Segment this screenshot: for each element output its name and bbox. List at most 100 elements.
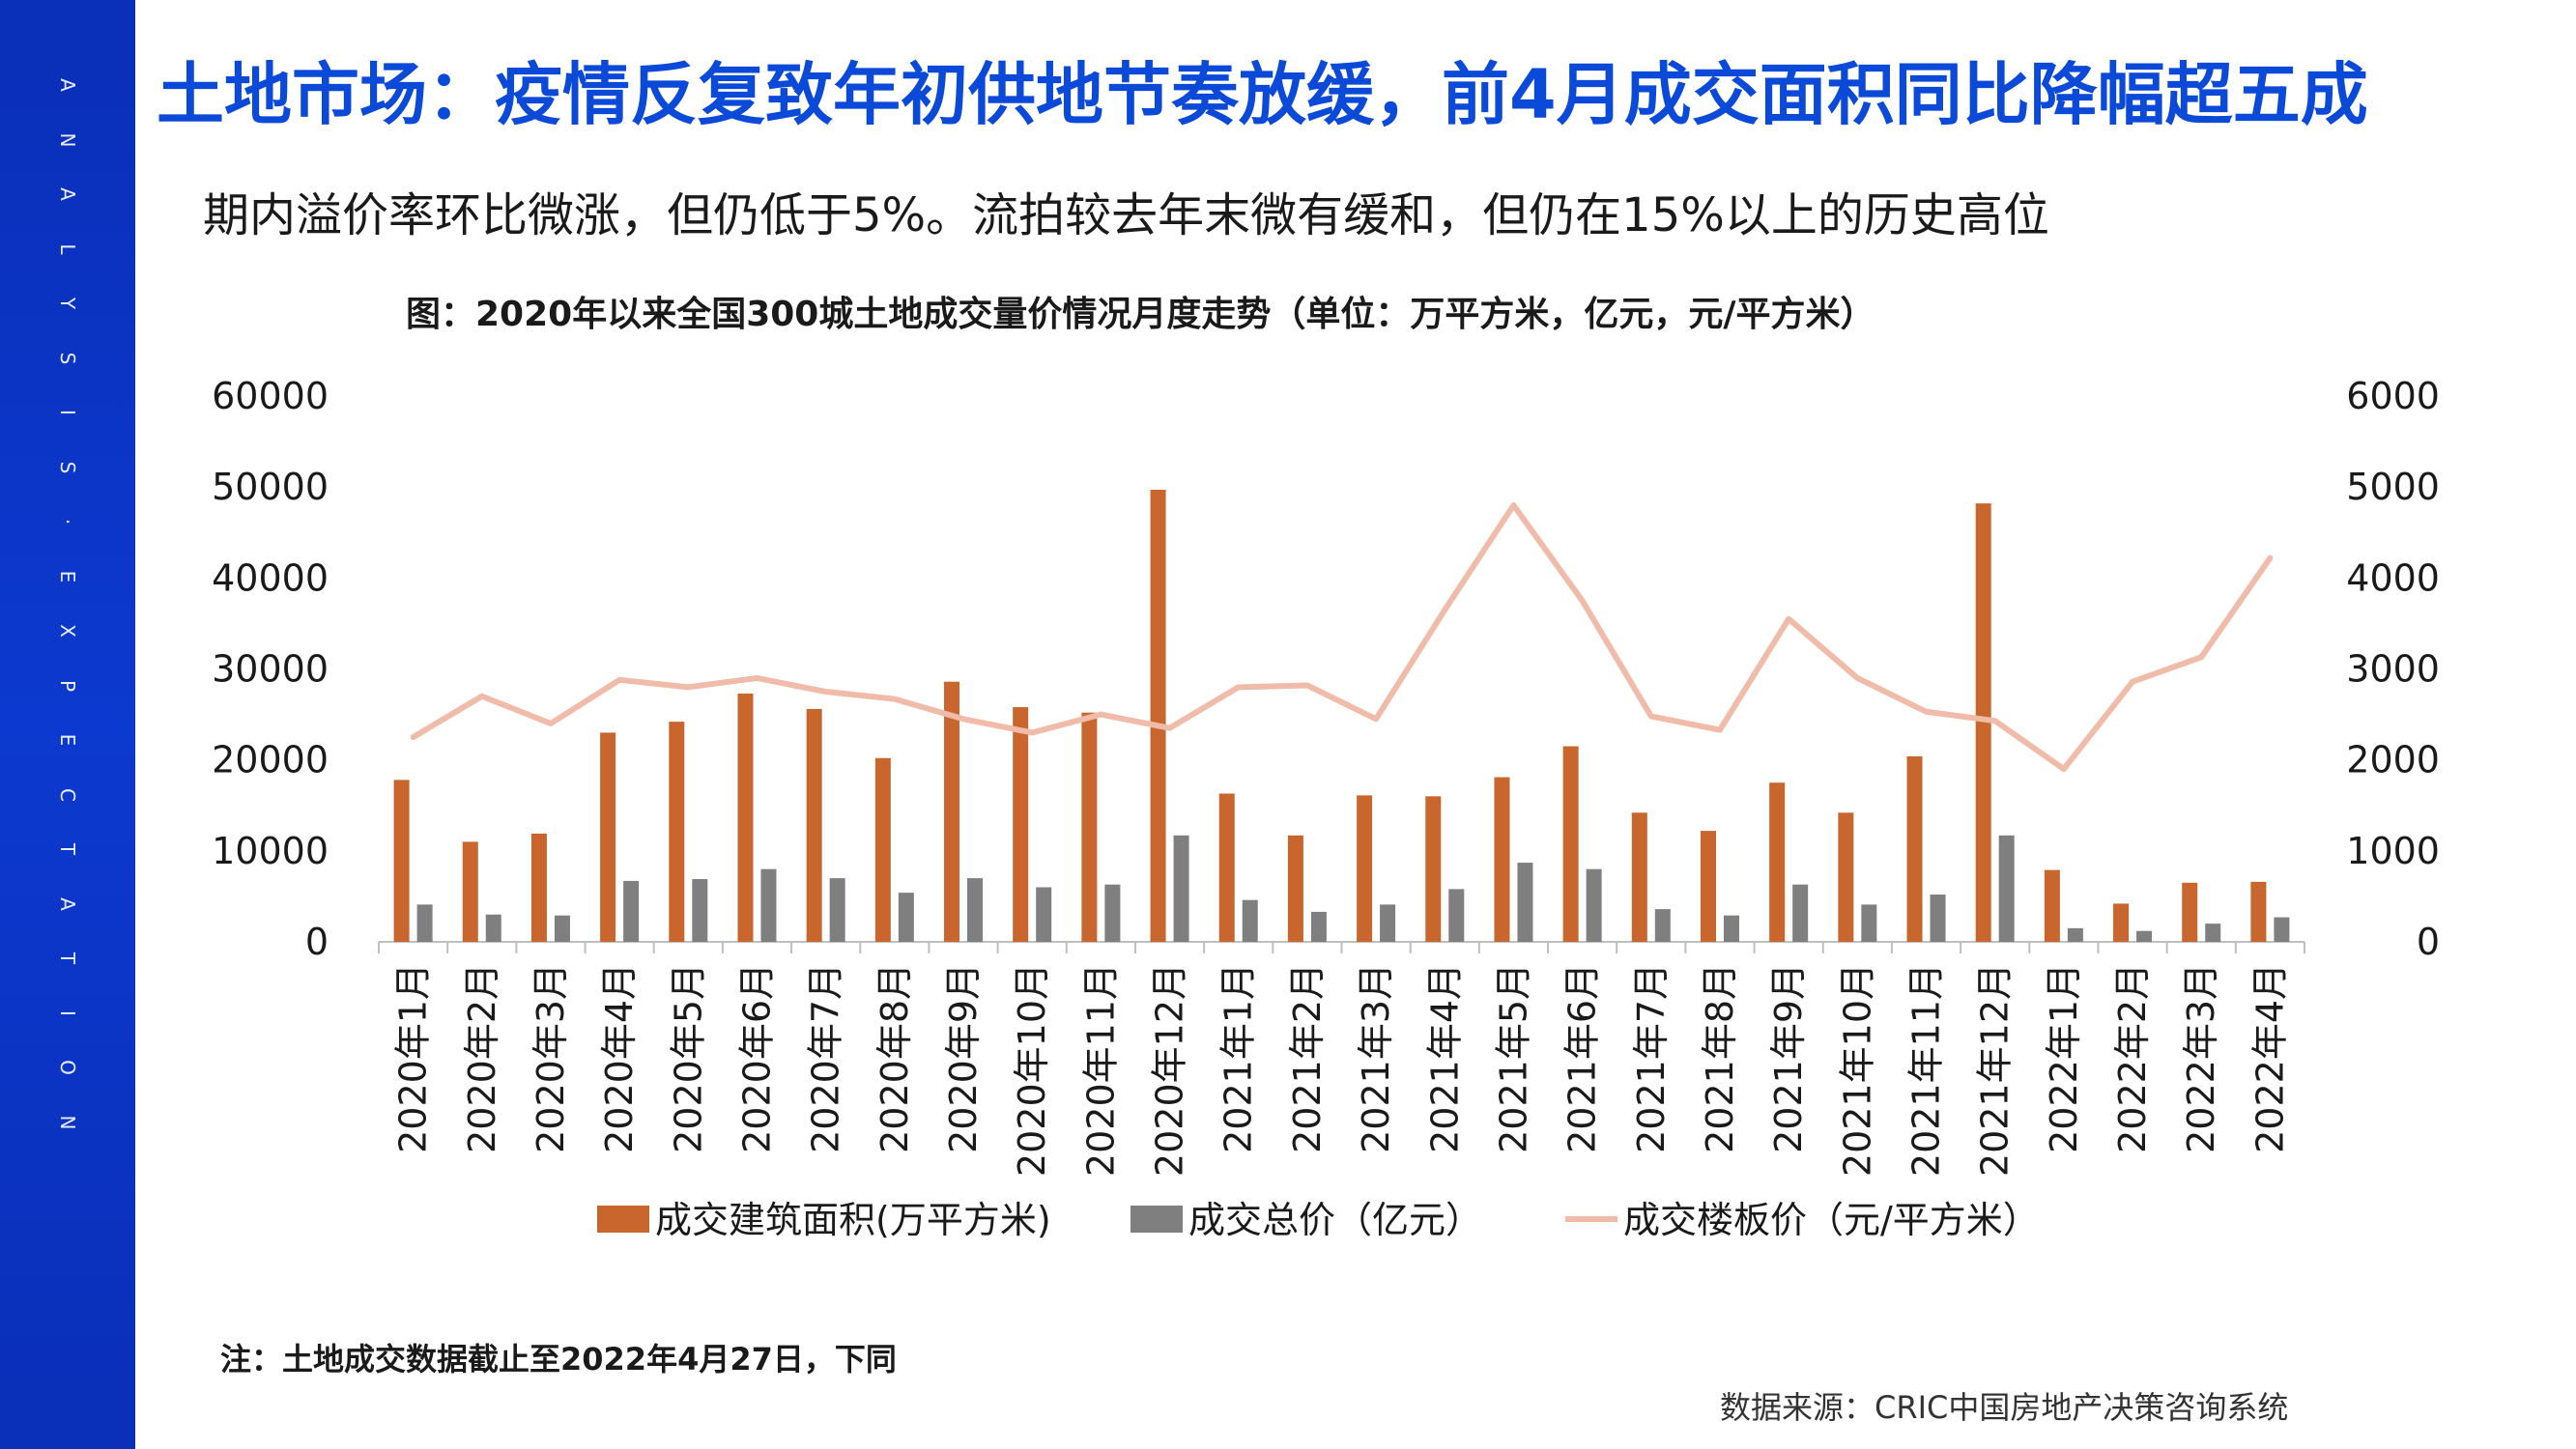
bar-area — [1081, 712, 1098, 942]
bar-total-price — [829, 878, 845, 942]
data-source: 数据来源：CRIC中国房地产决策咨询系统 — [1720, 1389, 2289, 1426]
x-tick-label: 2022年3月 — [2180, 963, 2222, 1153]
bar-area — [1769, 782, 1786, 942]
bar-area — [1425, 796, 1442, 942]
bar-total-price — [1517, 863, 1533, 942]
bar-total-price — [1104, 884, 1121, 942]
bar-total-price — [692, 879, 708, 942]
legend-label-area: 成交建筑面积(万平方米) — [655, 1199, 1051, 1241]
bar-area — [1013, 707, 1029, 942]
x-tick-label: 2020年12月 — [1149, 963, 1191, 1177]
bar-total-price — [967, 878, 984, 942]
x-tick-label: 2020年10月 — [1011, 963, 1053, 1177]
x-tick-label: 2020年2月 — [461, 963, 503, 1153]
bar-total-price — [2205, 923, 2221, 942]
bar-area — [1838, 812, 1854, 942]
x-tick-label: 2020年4月 — [598, 963, 641, 1153]
bar-area — [1287, 835, 1303, 942]
bar-area — [2182, 882, 2198, 942]
bar-area — [669, 722, 685, 942]
bar-area — [2250, 881, 2267, 942]
x-tick-label: 2020年6月 — [735, 963, 778, 1153]
x-tick-label: 2021年10月 — [1836, 963, 1878, 1177]
bar-area — [530, 833, 547, 942]
x-tick-label: 2021年1月 — [1217, 963, 1260, 1153]
bar-total-price — [1586, 868, 1602, 942]
page-subtitle: 期内溢价率环比微涨，但仍低于5%。流拍较去年末微有缓和，但仍在15%以上的历史高… — [203, 188, 2049, 242]
x-tick-label: 2022年4月 — [2248, 963, 2291, 1153]
x-tick-label: 2020年7月 — [805, 963, 847, 1153]
bar-area — [874, 757, 891, 942]
y-right-tick-label: 5000 — [2346, 466, 2440, 508]
x-tick-label: 2021年2月 — [1286, 963, 1329, 1153]
bar-area — [393, 780, 410, 942]
bar-area — [1975, 503, 1991, 942]
y-right-tick-label: 1000 — [2346, 830, 2440, 872]
x-tick-label: 2021年7月 — [1630, 963, 1673, 1153]
bar-total-price — [416, 904, 433, 942]
legend-swatch-total-price — [1131, 1206, 1183, 1233]
y-left-tick-label: 50000 — [212, 466, 329, 508]
bar-total-price — [1723, 915, 1739, 942]
bar-total-price — [1242, 899, 1258, 942]
bar-total-price — [1380, 904, 1396, 942]
bar-total-price — [1448, 889, 1465, 942]
y-left-tick-label: 60000 — [212, 375, 329, 417]
bar-total-price — [1310, 911, 1327, 942]
bar-area — [2113, 903, 2130, 942]
y-left-tick-label: 10000 — [212, 830, 329, 872]
y-right-tick-label: 4000 — [2346, 556, 2440, 599]
legend-label-unit-price: 成交楼板价（元/平方米） — [1623, 1199, 2040, 1241]
bar-total-price — [2067, 927, 2083, 942]
y-left-tick-label: 0 — [305, 921, 329, 963]
bar-total-price — [1792, 884, 1809, 942]
y-right-tick-label: 3000 — [2346, 648, 2440, 691]
x-tick-label: 2020年5月 — [667, 963, 709, 1153]
bar-area — [1357, 795, 1373, 942]
x-tick-label: 2020年9月 — [942, 963, 985, 1153]
bar-area — [1494, 777, 1510, 942]
bar-total-price — [1930, 895, 1946, 942]
x-tick-label: 2021年4月 — [1423, 963, 1466, 1153]
bar-total-price — [1036, 887, 1052, 942]
bar-area — [944, 681, 960, 942]
x-tick-label: 2020年1月 — [392, 963, 435, 1153]
chart-title: 图：2020年以来全国300城土地成交量价情况月度走势（单位：万平方米，亿元，元… — [406, 295, 1875, 334]
bar-area — [1218, 793, 1235, 942]
bar-area — [1906, 755, 1923, 942]
bar-total-price — [485, 914, 501, 942]
x-tick-label: 2020年3月 — [530, 963, 572, 1153]
y-left-tick-label: 40000 — [212, 556, 329, 599]
x-tick-label: 2021年8月 — [1699, 963, 1741, 1153]
y-left-tick-label: 20000 — [212, 739, 329, 781]
x-tick-label: 2020年11月 — [1079, 963, 1122, 1177]
line-unit-price — [410, 502, 2274, 773]
bar-area — [1631, 812, 1647, 942]
sidebar-band: A N A L Y S I S · E X P E C T A T I O N — [0, 0, 135, 1449]
y-right-tick-label: 6000 — [2346, 375, 2440, 417]
legend-label-total-price: 成交总价（亿元） — [1188, 1199, 1482, 1241]
bar-total-price — [1861, 904, 1877, 942]
bar-total-price — [554, 915, 570, 942]
bar-area — [1700, 831, 1716, 942]
x-tick-label: 2021年6月 — [1561, 963, 1604, 1153]
y-right-tick-label: 2000 — [2346, 739, 2440, 781]
bar-area — [462, 841, 478, 942]
bar-area — [600, 732, 616, 942]
bar-area — [737, 693, 754, 942]
x-tick-label: 2022年2月 — [2111, 963, 2154, 1153]
y-left-tick-label: 30000 — [212, 648, 329, 691]
x-tick-label: 2020年8月 — [873, 963, 916, 1153]
bar-total-price — [623, 880, 640, 942]
bar-area — [1562, 746, 1579, 942]
bar-total-price — [1173, 835, 1189, 942]
chart-canvas: 0 10000 20000 30000 40000 50000 60000 0 1000 2000… — [212, 375, 2440, 1241]
footnote: 注：土地成交数据截止至2022年4月27日，下同 — [220, 1341, 897, 1378]
page-title: 土地市场：疫情反复致年初供地节奏放缓，前4月成交面积同比降幅超五成 — [157, 55, 2368, 134]
bar-total-price — [1654, 909, 1671, 942]
bar-area — [806, 708, 822, 942]
legend-swatch-area — [597, 1206, 649, 1233]
bar-total-price — [760, 868, 777, 942]
x-tick-label: 2021年5月 — [1492, 963, 1534, 1153]
bar-total-price — [898, 893, 914, 942]
